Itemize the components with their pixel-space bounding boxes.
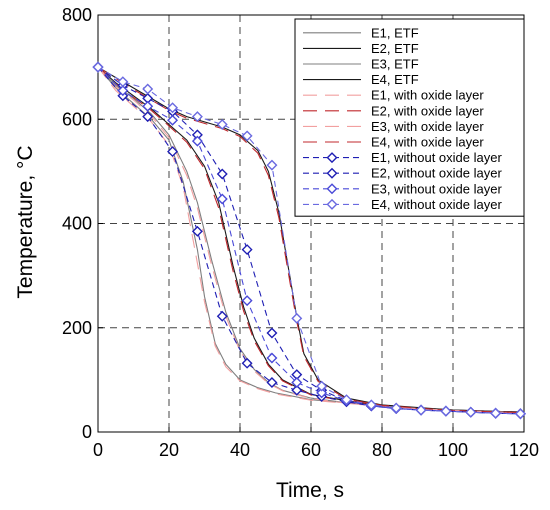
data-point-marker [167,146,179,158]
series-line-8 [97,66,525,414]
legend-label: E3, ETF [371,57,419,72]
data-point-marker [341,394,352,406]
legend-marker [326,167,338,179]
y-tick-label: 600 [62,109,92,129]
y-tick-label: 0 [82,422,92,442]
data-point-marker [490,407,502,419]
data-point-marker [117,85,129,97]
data-point-marker [365,399,377,411]
data-point-marker [191,111,203,123]
data-point-marker [266,352,278,364]
legend-label: E4, with oxide layer [371,135,484,150]
data-point-marker [241,130,253,142]
data-point-marker [92,61,104,73]
data-point-marker [266,159,278,171]
data-point-marker [216,168,228,180]
x-tick-label: 40 [230,440,250,460]
legend-label: E3, with oxide layer [371,119,484,134]
data-point-marker [167,102,179,114]
data-point-marker [216,118,228,130]
legend-marker [326,152,338,164]
data-point-marker [291,376,303,388]
series-line-4 [97,66,525,413]
data-point-marker [390,402,402,414]
data-point-marker [465,406,477,418]
legend-label: E1, without oxide layer [371,150,502,165]
data-point-marker [191,225,203,237]
data-point-marker [142,83,154,95]
data-point-marker [167,114,179,126]
legend-label: E4, ETF [371,72,419,87]
data-point-marker [216,310,228,322]
legend-marker [326,198,338,210]
data-point-marker [291,312,303,324]
data-point-marker [142,100,154,112]
legend-label: E1, with oxide layer [371,88,484,103]
legend-label: E2, ETF [371,41,419,56]
data-point-marker [291,384,303,396]
data-point-marker [316,387,328,399]
legend-label: E2, without oxide layer [371,166,502,181]
data-point-marker [316,380,328,392]
data-point-marker [415,404,427,416]
legend-label: E1, ETF [371,25,419,40]
x-tick-label: 60 [301,440,321,460]
y-axis-title: Temperature, °C [14,145,37,298]
data-point-marker [241,244,253,256]
data-point-marker [142,111,154,123]
data-point-marker [440,405,452,417]
legend-box [294,18,525,217]
data-point-marker [514,408,526,420]
data-point-marker [241,357,253,369]
data-point-marker [266,327,278,339]
x-tick-label: 100 [438,440,468,460]
ticks: 0 20 40 60 80 100 120 0 200 400 600 800 [62,5,539,460]
data-point-marker [216,193,228,205]
legend-label: E3, without oxide layer [371,181,502,196]
x-tick-label: 20 [159,440,179,460]
data-point-marker [266,376,278,388]
data-point-marker [117,76,129,88]
data-point-marker [191,135,203,147]
x-axis-title: Time, s [276,479,344,502]
legend-label: E4, without oxide layer [371,197,502,212]
y-tick-label: 400 [62,214,92,234]
data-point-marker [241,295,253,307]
y-tick-label: 200 [62,318,92,338]
series-line-11 [97,66,521,415]
x-tick-label: 120 [509,440,539,460]
x-tick-label: 80 [372,440,392,460]
legend-marker [326,183,338,195]
y-tick-label: 800 [62,5,92,25]
x-tick-label: 0 [93,440,103,460]
legend-label: E2, with oxide layer [371,103,484,118]
series-layer [92,61,526,420]
